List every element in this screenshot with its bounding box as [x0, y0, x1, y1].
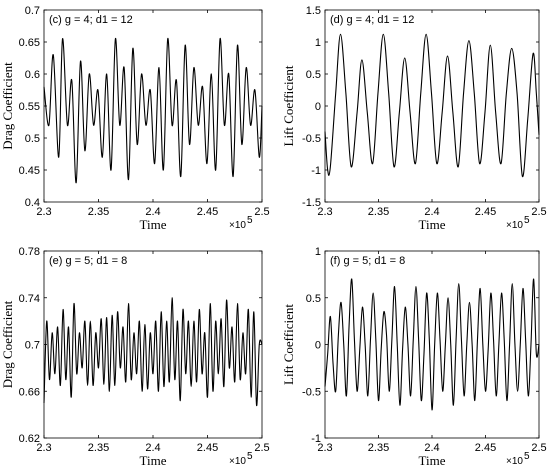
y-tick-label: -0.5 [302, 133, 321, 145]
y-tick-label: 1 [315, 246, 321, 258]
x-tick-label: 2.3 [317, 442, 332, 454]
x-tick-label: 2.35 [368, 442, 389, 454]
y-tick-label: 0.5 [306, 293, 321, 305]
y-tick-label: 0.7 [25, 5, 40, 17]
series-line [43, 297, 263, 406]
x-tick-label: 2.5 [531, 206, 546, 218]
x-exponent-text: 5 [247, 215, 253, 226]
y-tick-label: 0.74 [19, 293, 40, 305]
y-tick-label: 0.45 [19, 165, 40, 177]
x-axis-label: Time [140, 453, 167, 468]
x-tick-label: 2.45 [197, 442, 218, 454]
y-tick-label: 0.4 [25, 197, 40, 209]
y-tick-label: 0.62 [19, 433, 40, 445]
y-tick-label: 0.66 [19, 386, 40, 398]
series-line [324, 278, 540, 411]
y-tick-label: 0 [315, 101, 321, 113]
x-tick-label: 2.45 [197, 206, 218, 218]
x-tick-label: 2.45 [475, 206, 496, 218]
series-line [324, 33, 540, 177]
x-multiplier-text: ×10 [229, 456, 246, 467]
panel-label: (e) g = 5; d1 = 8 [49, 255, 127, 267]
y-tick-label: 0 [315, 340, 321, 352]
x-tick-label: 2.5 [531, 442, 546, 454]
x-tick-label: 2.4 [145, 442, 160, 454]
series-line [43, 38, 263, 184]
y-tick-label: -0.5 [302, 386, 321, 398]
x-multiplier-text: ×10 [506, 456, 523, 467]
x-tick-label: 2.35 [88, 206, 109, 218]
x-tick-label: 2.4 [424, 442, 439, 454]
x-tick-label: 2.3 [36, 206, 51, 218]
y-tick-label: 1.5 [306, 5, 321, 17]
x-axis-label: Time [419, 453, 446, 468]
y-tick-label: -1 [311, 433, 321, 445]
x-multiplier-text: ×10 [229, 220, 246, 231]
panel-label: (c) g = 4; d1 = 12 [49, 14, 133, 26]
y-axis-label: Drag Coefficient [0, 62, 15, 150]
y-tick-label: -1.5 [302, 197, 321, 209]
y-tick-label: 0.78 [19, 246, 40, 258]
x-tick-label: 2.5 [254, 442, 269, 454]
x-axis-label: Time [140, 217, 167, 232]
x-tick-label: 2.5 [254, 206, 269, 218]
x-tick-label: 2.45 [475, 442, 496, 454]
x-tick-label: 2.3 [36, 442, 51, 454]
x-exponent-text: 5 [524, 451, 530, 462]
x-tick-label: 2.35 [88, 442, 109, 454]
y-tick-label: 0.5 [306, 69, 321, 81]
y-tick-label: 0.65 [19, 37, 40, 49]
x-tick-label: 2.4 [424, 206, 439, 218]
axes-box [43, 250, 263, 439]
y-tick-label: 0.6 [25, 69, 40, 81]
y-axis-label: Lift Coefficient [281, 304, 296, 385]
x-tick-label: 2.3 [317, 206, 332, 218]
x-tick-label: 2.4 [145, 206, 160, 218]
panel-f: 2.3 2.35 2.4 2.45 2.5 -1 -0.5 0 0.5 1 Time ×10 5 Lift… [281, 246, 547, 468]
y-tick-label: -1 [311, 165, 321, 177]
y-tick-label: 0.5 [25, 133, 40, 145]
y-axis-label: Drag Coefficient [0, 300, 15, 388]
panel-label: (f) g = 5; d1 = 8 [330, 255, 405, 267]
y-axis-label: Lift Coefficient [281, 65, 296, 146]
panel-c: 2.3 2.35 2.4 2.45 2.5 0.4 0.45 0.5 0.55 0.6 0.65 0.… [0, 5, 270, 232]
y-tick-label: 0.7 [25, 340, 40, 352]
y-tick-label: 1 [315, 37, 321, 49]
panel-e: 2.3 2.35 2.4 2.45 2.5 0.62 0.66 0.7 0.74 0.78 Time… [0, 246, 270, 468]
x-axis-label: Time [419, 217, 446, 232]
x-exponent-text: 5 [247, 451, 253, 462]
panel-d: 2.3 2.35 2.4 2.45 2.5 -1.5 -1 -0.5 0 0.5 1 1.5 Time ×… [281, 5, 547, 232]
y-tick-label: 0.55 [19, 101, 40, 113]
panel-label: (d) g = 4; d1 = 12 [330, 14, 414, 26]
x-multiplier-text: ×10 [506, 220, 523, 231]
x-tick-label: 2.35 [368, 206, 389, 218]
x-exponent-text: 5 [524, 215, 530, 226]
